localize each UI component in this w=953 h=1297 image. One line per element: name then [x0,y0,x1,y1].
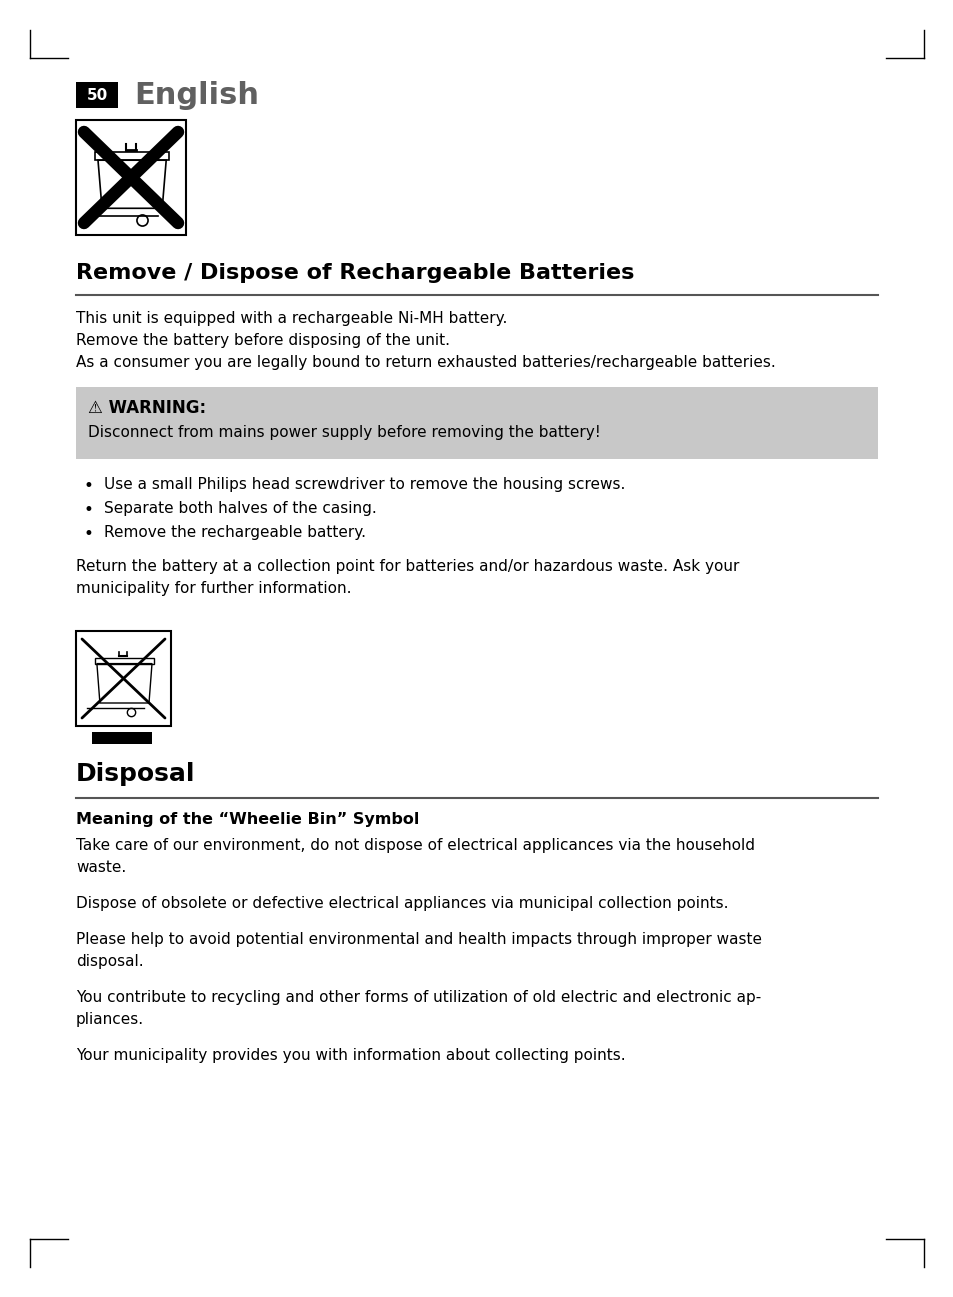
Text: Separate both halves of the casing.: Separate both halves of the casing. [104,501,376,516]
Text: Use a small Philips head screwdriver to remove the housing screws.: Use a small Philips head screwdriver to … [104,477,625,492]
Bar [76,632,171,726]
Text: ⚠ WARNING:: ⚠ WARNING: [88,399,206,418]
Text: Remove the battery before disposing of the unit.: Remove the battery before disposing of t… [76,333,450,348]
Text: English: English [133,80,258,109]
Text: Your municipality provides you with information about collecting points.: Your municipality provides you with info… [76,1048,625,1064]
Text: waste.: waste. [76,860,126,875]
Text: Take care of our environment, do not dispose of electrical applicances via the h: Take care of our environment, do not dis… [76,838,754,853]
Text: •: • [84,501,93,519]
Text: municipality for further information.: municipality for further information. [76,581,351,597]
Text: disposal.: disposal. [76,955,144,969]
Text: Disconnect from mains power supply before removing the battery!: Disconnect from mains power supply befor… [88,425,600,440]
Bar [76,387,877,459]
Text: Meaning of the “Wheelie Bin” Symbol: Meaning of the “Wheelie Bin” Symbol [76,812,419,827]
Text: Return the battery at a collection point for batteries and/or hazardous waste. A: Return the battery at a collection point… [76,559,739,575]
Text: pliances.: pliances. [76,1012,144,1027]
Polygon shape [91,732,152,744]
Text: Disposal: Disposal [76,763,195,786]
Text: Remove the rechargeable battery.: Remove the rechargeable battery. [104,525,366,540]
Text: •: • [84,477,93,495]
Text: Please help to avoid potential environmental and health impacts through improper: Please help to avoid potential environme… [76,933,761,947]
Text: As a consumer you are legally bound to return exhausted batteries/rechargeable b: As a consumer you are legally bound to r… [76,355,775,370]
Text: Dispose of obsolete or defective electrical appliances via municipal collection : Dispose of obsolete or defective electri… [76,896,728,910]
Text: Remove / Dispose of Rechargeable Batteries: Remove / Dispose of Rechargeable Batteri… [76,263,634,283]
Text: You contribute to recycling and other forms of utilization of old electric and e: You contribute to recycling and other fo… [76,990,760,1005]
Text: •: • [84,525,93,543]
Bar [76,82,118,108]
Bar [76,121,186,235]
Text: 50: 50 [87,87,108,102]
Text: This unit is equipped with a rechargeable Ni-MH battery.: This unit is equipped with a rechargeabl… [76,311,507,326]
